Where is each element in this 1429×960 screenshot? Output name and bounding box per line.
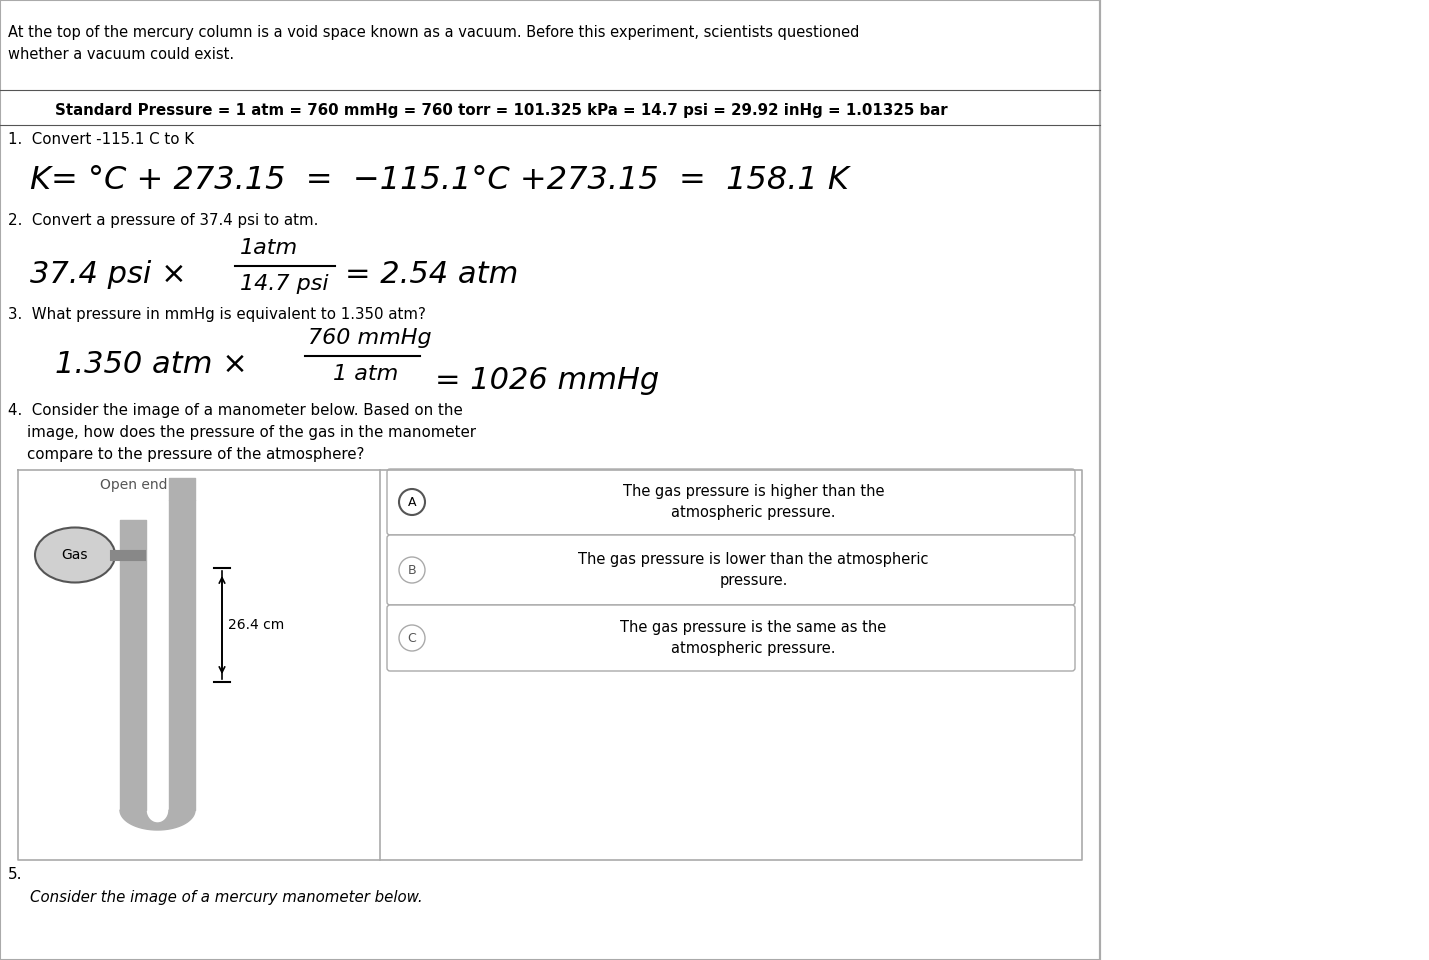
Text: 1 atm: 1 atm	[333, 364, 399, 384]
Text: 2.  Convert a pressure of 37.4 psi to atm.: 2. Convert a pressure of 37.4 psi to atm…	[9, 213, 319, 228]
Text: Gas: Gas	[61, 548, 89, 562]
Text: B: B	[407, 564, 416, 577]
Text: Open end: Open end	[100, 478, 167, 492]
Text: Standard Pressure = 1 atm = 760 mmHg = 760 torr = 101.325 kPa = 14.7 psi = 29.92: Standard Pressure = 1 atm = 760 mmHg = 7…	[54, 103, 947, 118]
Text: 37.4 psi ×: 37.4 psi ×	[30, 260, 187, 289]
Text: 1.  Convert -115.1 C to K: 1. Convert -115.1 C to K	[9, 132, 194, 147]
FancyBboxPatch shape	[387, 535, 1075, 605]
FancyBboxPatch shape	[387, 605, 1075, 671]
Text: = 2.54 atm: = 2.54 atm	[344, 260, 519, 289]
Text: 4.  Consider the image of a manometer below. Based on the
    image, how does th: 4. Consider the image of a manometer bel…	[9, 403, 476, 463]
Text: 5.: 5.	[9, 867, 23, 882]
Circle shape	[399, 557, 424, 583]
Text: The gas pressure is the same as the
atmospheric pressure.: The gas pressure is the same as the atmo…	[620, 620, 886, 656]
Text: C: C	[407, 632, 416, 644]
Text: 1atm: 1atm	[240, 238, 299, 258]
Polygon shape	[120, 810, 194, 830]
Circle shape	[399, 489, 424, 515]
Text: The gas pressure is lower than the atmospheric
pressure.: The gas pressure is lower than the atmos…	[579, 552, 929, 588]
FancyBboxPatch shape	[0, 0, 1100, 960]
Text: The gas pressure is higher than the
atmospheric pressure.: The gas pressure is higher than the atmo…	[623, 484, 885, 520]
Text: = 1026 mmHg: = 1026 mmHg	[434, 366, 659, 395]
Text: K= °C + 273.15  =  −115.1°C +273.15  =  158.1 K: K= °C + 273.15 = −115.1°C +273.15 = 158.…	[30, 165, 849, 196]
Text: 1.350 atm ×: 1.350 atm ×	[54, 350, 247, 379]
Ellipse shape	[34, 527, 114, 583]
Text: 14.7 psi: 14.7 psi	[240, 274, 329, 294]
Circle shape	[399, 625, 424, 651]
Text: Consider the image of a mercury manometer below.: Consider the image of a mercury manomete…	[30, 890, 423, 905]
Text: A: A	[407, 495, 416, 509]
FancyBboxPatch shape	[387, 469, 1075, 535]
Text: 3.  What pressure in mmHg is equivalent to 1.350 atm?: 3. What pressure in mmHg is equivalent t…	[9, 307, 426, 322]
Text: 760 mmHg: 760 mmHg	[309, 328, 432, 348]
Text: At the top of the mercury column is a void space known as a vacuum. Before this : At the top of the mercury column is a vo…	[9, 25, 859, 62]
Text: 26.4 cm: 26.4 cm	[229, 618, 284, 632]
